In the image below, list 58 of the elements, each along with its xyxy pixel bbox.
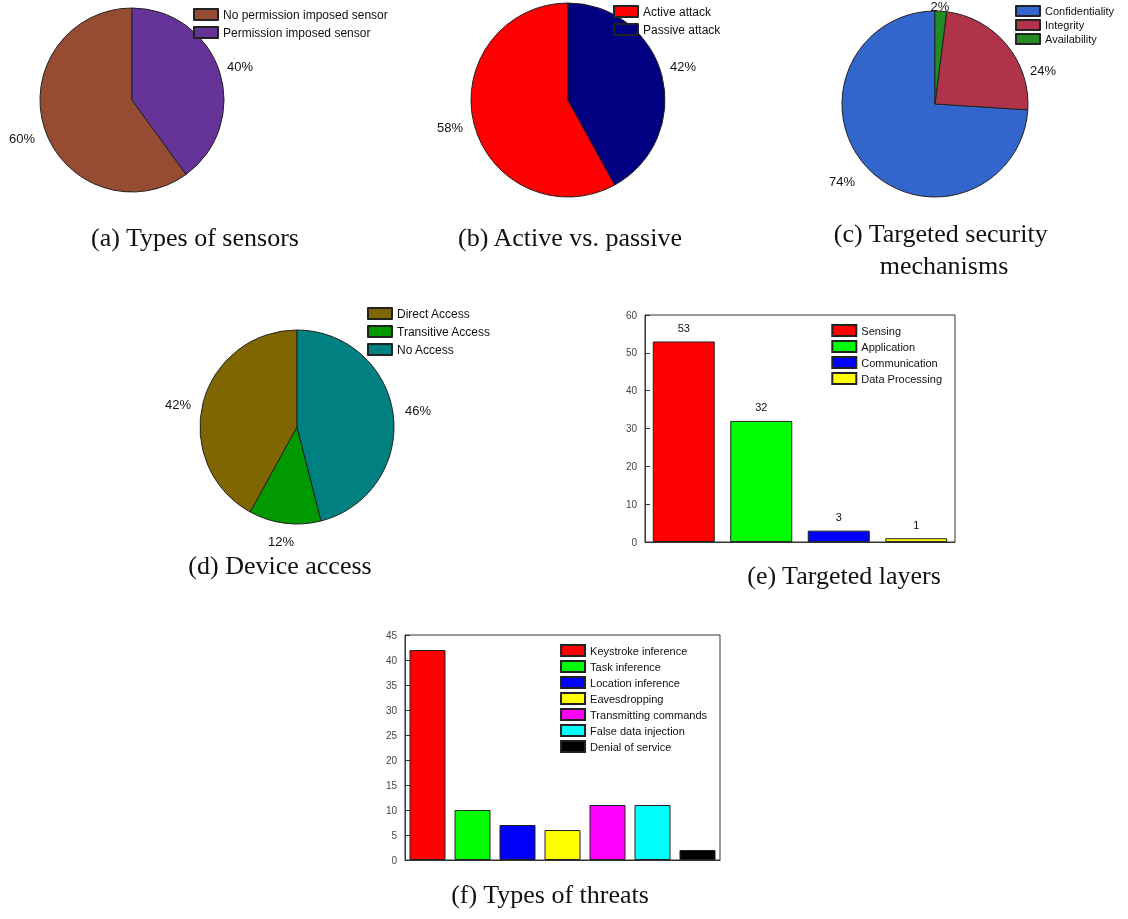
data-label: 53	[677, 321, 690, 334]
y-tick-label: 0	[391, 854, 398, 866]
data-label: 42%	[164, 396, 192, 412]
data-label: 40%	[226, 58, 254, 74]
text: (e) Targeted layers	[747, 560, 941, 590]
text: (b) Active vs. passive	[458, 222, 682, 252]
legend-label: Availability	[1045, 33, 1098, 45]
y-tick-label: 0	[631, 536, 638, 548]
text: (c) Targeted security mechanisms	[833, 218, 1055, 280]
legend-label: Sensing	[861, 324, 902, 337]
y-tick-label: 5	[391, 829, 398, 841]
y-tick-label: 10	[625, 498, 638, 510]
legend-label: Data Processing	[861, 372, 943, 385]
legend-label: No permission imposed sensor	[223, 7, 388, 22]
y-tick-label: 10	[385, 804, 398, 816]
data-label: 12%	[267, 533, 295, 549]
y-tick-label: 40	[625, 385, 638, 397]
y-tick-label: 30	[625, 423, 638, 434]
legend-label: Keystroke inference	[590, 644, 688, 657]
data-label: 1	[913, 518, 920, 531]
legend-label: No Access	[397, 342, 454, 357]
data-label: 2%	[930, 0, 950, 14]
legend-label: Confidentiality	[1045, 5, 1115, 17]
y-tick-label: 20	[625, 460, 638, 472]
legend-label: Application	[861, 340, 916, 353]
y-tick-label: 25	[385, 729, 398, 741]
legend-label: Transitive Access	[397, 324, 490, 339]
y-tick-label: 40	[385, 654, 398, 666]
data-label: 46%	[404, 402, 432, 418]
legend-label: Communication	[861, 356, 938, 369]
data-label: 60%	[8, 130, 36, 146]
text: (a) Types of sensors	[91, 222, 299, 252]
y-tick-label: 35	[385, 679, 398, 691]
y-tick-label: 30	[385, 704, 398, 716]
legend-label: Passive attack	[643, 22, 722, 37]
legend-label: Transmitting commands	[590, 708, 708, 721]
data-label: 74%	[828, 173, 856, 189]
data-label: 58%	[436, 119, 464, 135]
y-tick-label: 45	[385, 629, 398, 641]
data-label: 3	[835, 511, 842, 524]
legend-label: Integrity	[1045, 19, 1085, 31]
data-label: 42%	[669, 58, 697, 74]
legend-label: Task inference	[590, 660, 661, 673]
legend-label: Active attack	[643, 4, 713, 19]
data-label: 24%	[1029, 62, 1057, 78]
legend-label: Direct Access	[397, 306, 470, 321]
legend-label: Permission imposed sensor	[223, 25, 371, 40]
y-tick-label: 20	[385, 754, 398, 766]
y-tick-label: 50	[625, 347, 638, 359]
legend-label: False data injection	[590, 724, 685, 737]
y-tick-label: 15	[385, 779, 398, 791]
text: (f) Types of threats	[451, 879, 649, 909]
legend-label: Eavesdropping	[590, 692, 664, 705]
text: (d) Device access	[188, 550, 372, 580]
legend-label: Denial of service	[590, 740, 672, 753]
legend-label: Location inference	[590, 676, 680, 689]
data-label: 32	[755, 401, 768, 414]
y-tick-label: 60	[625, 309, 638, 321]
